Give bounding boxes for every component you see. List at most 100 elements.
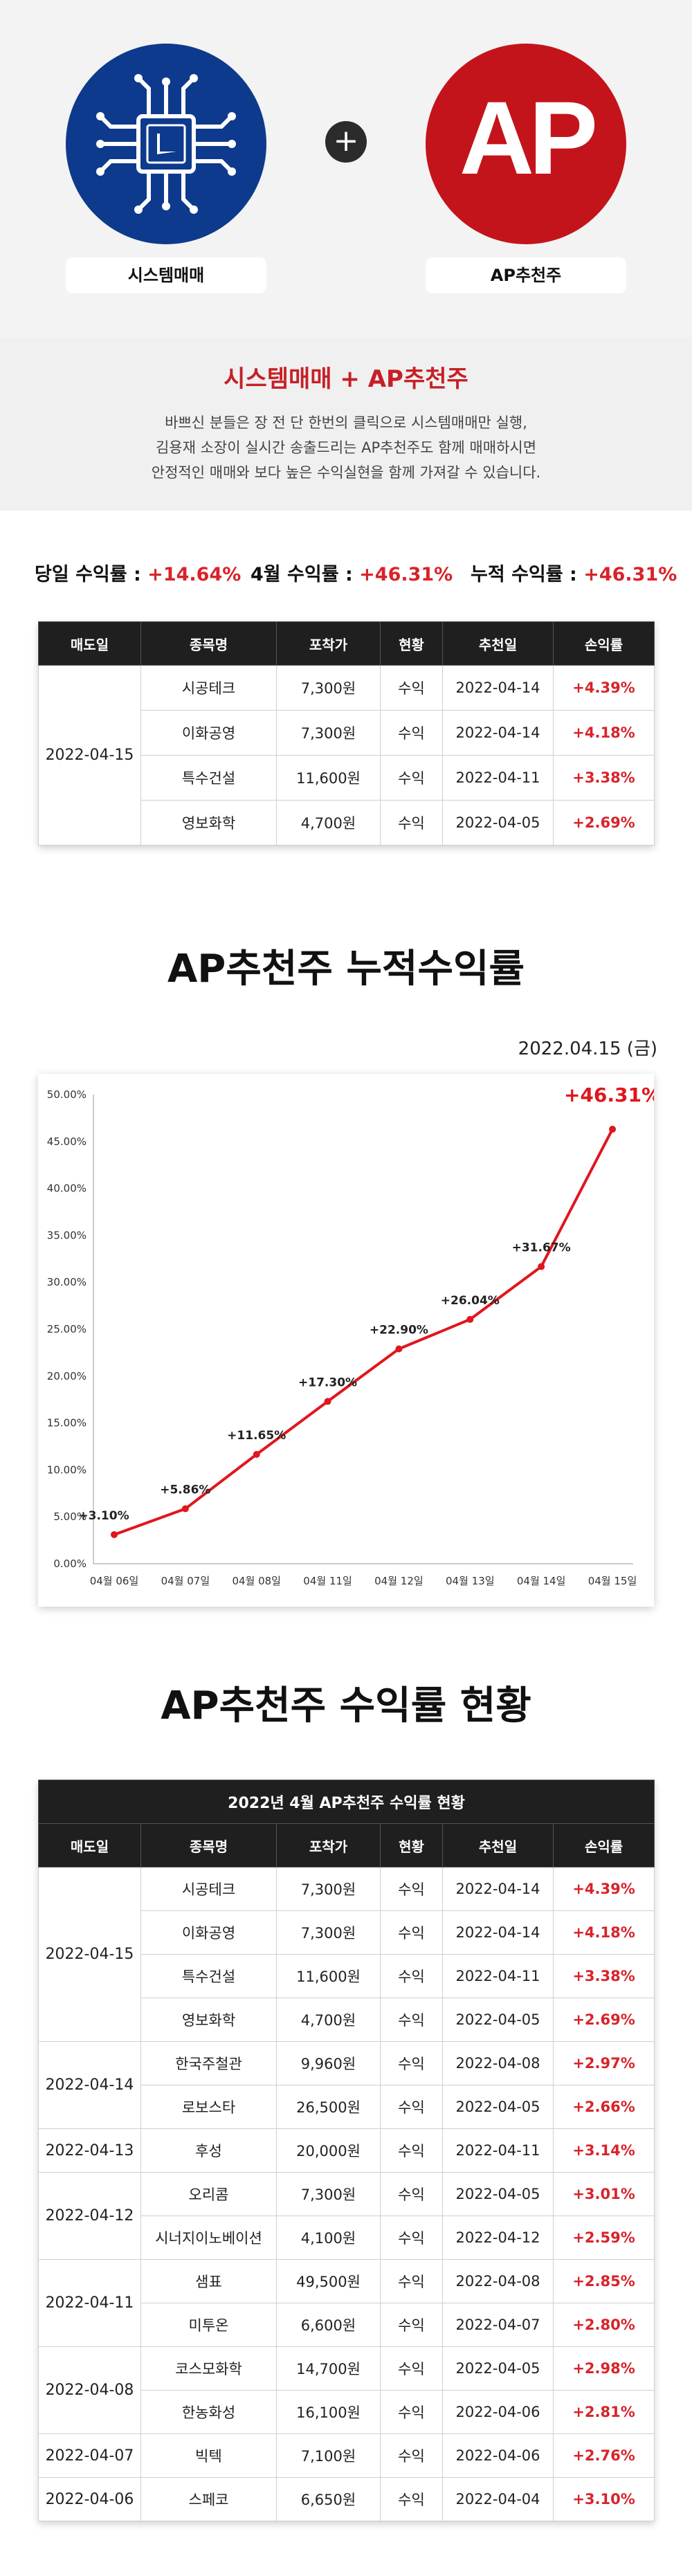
status-cell: 수익	[380, 755, 443, 801]
x-tick-label: 04월 15일	[588, 1575, 637, 1587]
table-row: 시너지이노베이션 4,100원 수익 2022-04-12 +2.59%	[39, 2216, 655, 2260]
status-cell: 수익	[380, 2128, 443, 2173]
col-price: 포착가	[276, 1823, 381, 1867]
rate-cell: +4.39%	[552, 1867, 655, 1911]
table-row: 2022-04-08 코스모화학 14,700원 수익 2022-04-05 +2.98%	[38, 2346, 655, 2434]
rate-cell: +4.39%	[553, 665, 655, 711]
col-rec-date: 추천일	[442, 1823, 554, 1867]
rec-date-cell: 2022-04-08	[442, 2041, 554, 2085]
stock-name-cell: 샘표	[140, 2259, 277, 2303]
table-row: 특수건설 11,600원 수익 2022-04-11 +3.38%	[39, 1954, 655, 1998]
rec-date-cell: 2022-04-14	[442, 710, 554, 756]
rate-cell: +4.18%	[553, 710, 655, 756]
table-row: 2022-04-06 스페코 6,650원 수익 2022-04-04 +3.10%	[38, 2477, 655, 2521]
stock-name-cell: 특수건설	[140, 1954, 277, 1998]
rate-cell: +2.85%	[552, 2259, 655, 2303]
col-rec-date: 추천일	[442, 621, 554, 666]
intro-title: 시스템매매 + AP추천주	[224, 365, 468, 393]
sell-date-cell: 2022-04-15	[38, 665, 141, 846]
rate-cell: +4.18%	[552, 1910, 655, 1955]
table-row: 2022-04-15 시공테크 7,300원 수익 2022-04-14 +4.39%	[38, 1867, 655, 2042]
price-cell: 7,300원	[276, 665, 381, 711]
price-cell: 16,100원	[276, 2390, 381, 2434]
stock-name-cell: 로보스타	[140, 2085, 277, 2129]
ap-stocks-label: AP추천주	[426, 257, 626, 293]
series-line	[113, 1129, 614, 1536]
rate-cell: +2.69%	[552, 1998, 655, 2042]
rec-date-cell: 2022-04-08	[442, 2259, 554, 2303]
rate-cell: +2.76%	[552, 2433, 655, 2478]
cumulative-return-chart: 0.00% 5.00% 10.00% 15.00% 20.00% 25.00% 30.00%…	[38, 1074, 661, 1607]
x-tick-label: 04월 14일	[517, 1575, 566, 1587]
rec-date-cell: 2022-04-14	[442, 1910, 554, 1955]
price-cell: 11,600원	[276, 1954, 381, 1998]
status-cell: 수익	[380, 800, 443, 846]
price-cell: 9,960원	[276, 2041, 381, 2085]
data-label: +31.67%	[512, 1241, 571, 1255]
table-header-row: 매도일 종목명 포착가 현황 추천일 손익률	[38, 1823, 655, 1867]
sell-date-cell: 2022-04-14	[38, 2041, 141, 2129]
intro-line: 바쁘신 분들은 장 전 단 한번의 클릭으로 시스템매매만 실행,	[165, 414, 527, 431]
stock-name-cell: 이화공영	[140, 710, 277, 756]
rec-date-cell: 2022-04-11	[442, 755, 554, 801]
status-cell: 수익	[380, 2346, 443, 2391]
chart-section-title: AP추천주 누적수익률	[167, 947, 525, 992]
col-status: 현황	[380, 621, 443, 666]
rate-cell: +3.10%	[552, 2477, 655, 2521]
price-cell: 14,700원	[276, 2346, 381, 2391]
table-row: 특수건설 11,600원 수익 2022-04-11 +3.38%	[39, 755, 655, 801]
x-tick-label: 04월 06일	[90, 1575, 139, 1587]
y-tick-label: 5.00%	[53, 1510, 86, 1523]
y-tick-label: 45.00%	[47, 1135, 86, 1148]
x-tick-label: 04월 11일	[303, 1575, 352, 1587]
data-point	[253, 1451, 260, 1459]
y-tick-label: 35.00%	[47, 1229, 86, 1241]
status-cell: 수익	[380, 1998, 443, 2042]
col-rate: 손익률	[553, 621, 655, 666]
price-cell: 6,650원	[276, 2477, 381, 2521]
monthly-return: 4월 수익률 : +46.31%	[251, 559, 453, 586]
status-cell: 수익	[380, 1954, 443, 1998]
table-row: 영보화학 4,700원 수익 2022-04-05 +2.69%	[39, 1998, 655, 2042]
status-cell: 수익	[380, 2216, 443, 2260]
rec-date-cell: 2022-04-12	[442, 2216, 554, 2260]
rate-cell: +3.14%	[552, 2128, 655, 2173]
stock-name-cell: 한국주철관	[140, 2041, 277, 2085]
price-cell: 7,300원	[276, 710, 381, 756]
rec-date-cell: 2022-04-14	[442, 1867, 554, 1911]
table-row: 미투온 6,600원 수익 2022-04-07 +2.80%	[39, 2303, 655, 2347]
status-cell: 수익	[380, 665, 443, 711]
table-row: 2022-04-15 시공테크 7,300원 수익 2022-04-14 +4.39%	[38, 665, 655, 846]
rate-cell: +2.59%	[552, 2216, 655, 2260]
col-stock-name: 종목명	[140, 1823, 277, 1867]
stock-name-cell: 한농화성	[140, 2390, 277, 2434]
rate-cell: +3.38%	[552, 1954, 655, 1998]
x-tick-label: 04월 07일	[161, 1575, 210, 1587]
system-trading-label: 시스템매매	[66, 257, 266, 293]
col-rate: 손익률	[552, 1823, 655, 1867]
price-cell: 6,600원	[276, 2303, 381, 2347]
status-cell: 수익	[380, 2259, 443, 2303]
price-cell: 20,000원	[276, 2128, 381, 2173]
sell-date-cell: 2022-04-13	[38, 2128, 141, 2173]
circuit-chip-icon	[96, 74, 236, 214]
rec-date-cell: 2022-04-11	[442, 1954, 554, 1998]
today-table: 매도일 종목명 포착가 현황 추천일 손익률 2022-04-15 시공테크 7,3…	[38, 621, 655, 846]
status-table: 2022년 4월 AP추천주 수익률 현황 매도일 종목명 포착가 현황 추천일…	[37, 1780, 655, 2521]
table-row: 한농화성 16,100원 수익 2022-04-06 +2.81%	[39, 2390, 655, 2434]
price-cell: 49,500원	[276, 2259, 381, 2303]
ap-logo: AP	[426, 44, 626, 244]
price-cell: 4,700원	[276, 1998, 381, 2042]
price-cell: 11,600원	[276, 755, 381, 801]
price-cell: 4,700원	[276, 800, 381, 846]
intro-body: 바쁘신 분들은 장 전 단 한번의 클릭으로 시스템매매만 실행, 김용재 소장…	[0, 410, 692, 485]
status-cell: 수익	[380, 1910, 443, 1955]
rate-cell: +2.81%	[552, 2390, 655, 2434]
stock-name-cell: 스페코	[140, 2477, 277, 2521]
status-cell: 수익	[380, 2085, 443, 2129]
cumulative-return: 누적 수익률 : +46.31%	[471, 559, 677, 586]
status-table-caption: 2022년 4월 AP추천주 수익률 현황	[37, 1780, 655, 1824]
intro-line: 안정적인 매매와 보다 높은 수익실현을 함께 가져갈 수 있습니다.	[151, 464, 541, 481]
col-sell-date: 매도일	[38, 621, 141, 666]
plus-icon: +	[325, 121, 367, 163]
